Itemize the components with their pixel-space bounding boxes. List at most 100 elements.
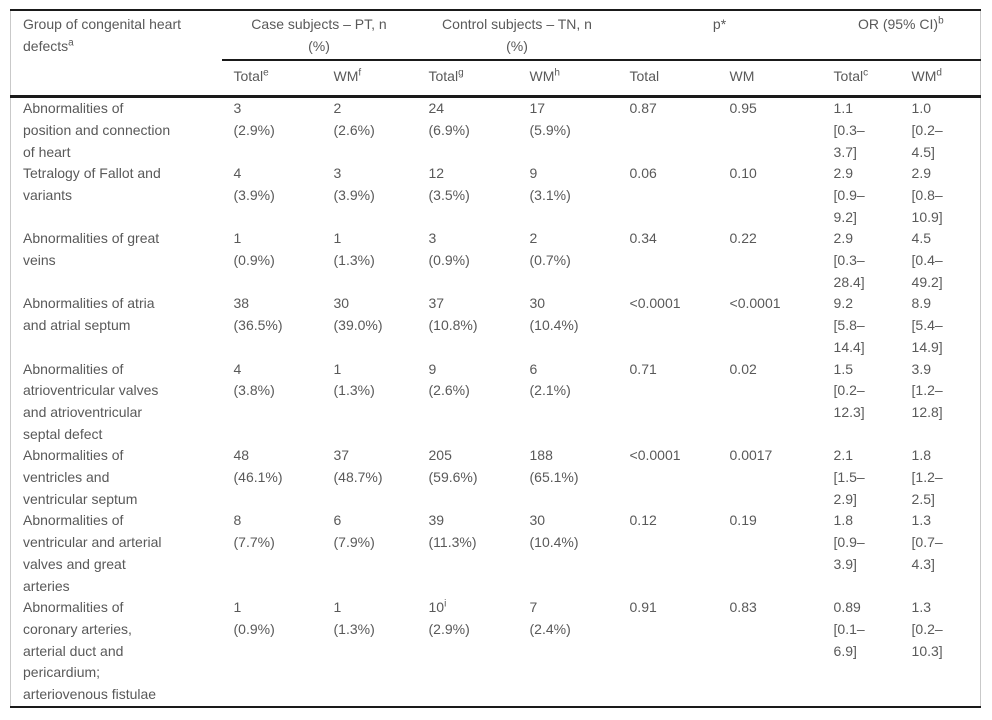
subheader-control-total: Totalg	[416, 60, 518, 99]
header-control-subjects-label: Control subjects – TN, n (%)	[442, 16, 592, 54]
footnote-marker-d: d	[936, 67, 942, 79]
cell-control-total: 9 (2.6%)	[428, 360, 470, 399]
cell-group: Abnormalities of atria and atrial septum	[23, 295, 155, 334]
cell-control-wm: 30 (10.4%)	[529, 512, 579, 551]
cell-or-total: 1.5 [0.2– 12.3]	[833, 360, 865, 420]
footnote-marker-a: a	[68, 37, 74, 49]
cell-group: Abnormalities of coronary arteries, arte…	[23, 599, 157, 703]
cell-p-wm: 0.95	[729, 100, 757, 117]
cell-p-total: 0.87	[629, 100, 657, 117]
cell-p-wm: 0.83	[729, 599, 757, 616]
cell-case-total: 48 (46.1%)	[233, 447, 283, 486]
header-p-value: p*	[617, 10, 822, 62]
footnote-marker-g: g	[458, 67, 464, 79]
cell-case-total: 3 (2.9%)	[233, 100, 275, 138]
cell-or-wm: 1.3 [0.2– 10.3]	[911, 599, 943, 659]
cell-or-total: 2.1 [1.5– 2.9]	[833, 447, 865, 507]
cell-case-total: 1 (0.9%)	[233, 599, 275, 637]
cell-case-wm: 1 (1.3%)	[333, 599, 375, 637]
cell-group: Abnormalities of position and connection…	[23, 100, 171, 160]
table-row: Tetralogy of Fallot and variants 4 (3.9%…	[11, 163, 981, 228]
cell-case-wm: 37 (48.7%)	[333, 447, 383, 486]
cell-p-total: <0.0001	[629, 447, 681, 464]
header-case-subjects: Case subjects – PT, n (%)	[221, 10, 417, 62]
cell-p-wm: 0.02	[729, 360, 757, 377]
footnote-marker-f: f	[358, 67, 362, 79]
cell-p-wm: 0.19	[729, 512, 757, 529]
cell-or-wm: 8.9 [5.4– 14.9]	[911, 295, 943, 355]
cell-control-total: 12 (3.5%)	[428, 165, 470, 203]
cell-control-total: 10i (2.9%)	[428, 598, 470, 637]
cell-control-total: 3 (0.9%)	[428, 230, 470, 269]
cell-case-total: 4 (3.9%)	[233, 165, 275, 203]
header-p-value-label: p*	[712, 16, 727, 32]
cell-control-wm: 188 (65.1%)	[529, 447, 579, 486]
cell-or-wm: 1.8 [1.2– 2.5]	[911, 447, 943, 507]
cell-control-wm: 2 (0.7%)	[529, 230, 571, 269]
table-row: Abnormalities of coronary arteries, arte…	[11, 597, 981, 707]
cell-group: Tetralogy of Fallot and variants	[23, 165, 161, 203]
table-container: Group of congenital heart defectsa Case …	[10, 9, 982, 708]
footnote-marker-e: e	[263, 67, 269, 79]
cell-or-wm: 3.9 [1.2– 12.8]	[911, 360, 943, 420]
header-odds-ratio: OR (95% CI)b	[821, 10, 981, 62]
cell-or-total: 2.9 [0.9– 9.2]	[833, 165, 865, 225]
subheader-p-wm: WM	[717, 60, 822, 99]
cell-control-wm: 9 (3.1%)	[529, 165, 571, 203]
cell-p-wm: <0.0001	[729, 295, 781, 312]
cell-control-wm: 6 (2.1%)	[529, 360, 571, 399]
cell-or-total: 0.89 [0.1– 6.9]	[833, 599, 865, 659]
cell-control-total: 24 (6.9%)	[428, 100, 470, 138]
cell-case-total: 8 (7.7%)	[233, 512, 275, 551]
cell-or-wm: 2.9 [0.8– 10.9]	[911, 165, 943, 225]
cell-case-total: 4 (3.8%)	[233, 360, 275, 399]
cell-or-total: 9.2 [5.8– 14.4]	[833, 295, 865, 355]
cell-p-wm: 0.10	[729, 165, 757, 182]
cell-case-wm: 6 (7.9%)	[333, 512, 375, 551]
cell-p-total: 0.06	[629, 165, 657, 182]
footnote-marker-c: c	[863, 67, 869, 79]
subheader-control-wm: WMh	[517, 60, 618, 99]
cell-p-total: 0.71	[629, 360, 657, 377]
cell-control-total: 205 (59.6%)	[428, 447, 478, 486]
chd-statistics-table: Group of congenital heart defectsa Case …	[10, 9, 982, 708]
subheader-or-wm: WMd	[899, 60, 981, 99]
cell-case-wm: 2 (2.6%)	[333, 100, 375, 138]
header-group-of-defects: Group of congenital heart defectsa	[10, 10, 222, 99]
subheader-p-total: Total	[617, 60, 718, 99]
header-case-subjects-label: Case subjects – PT, n (%)	[251, 16, 387, 54]
cell-case-wm: 3 (3.9%)	[333, 165, 375, 203]
cell-case-total: 1 (0.9%)	[233, 230, 275, 269]
cell-group: Abnormalities of great veins	[23, 230, 160, 269]
cell-or-total: 1.8 [0.9– 3.9]	[833, 512, 865, 572]
sub-header-row: Totale WMf Totalg WMh Total WM Totalc WM…	[11, 60, 981, 99]
cell-case-wm: 1 (1.3%)	[333, 230, 375, 269]
footnote-marker-b: b	[938, 15, 944, 27]
cell-control-total: 39 (11.3%)	[428, 512, 477, 551]
cell-or-total: 1.1 [0.3– 3.7]	[833, 100, 865, 160]
cell-control-total: 37 (10.8%)	[428, 295, 478, 334]
cell-p-total: <0.0001	[629, 295, 681, 312]
cell-case-wm: 1 (1.3%)	[333, 360, 375, 399]
header-group-of-defects-label: Group of congenital heart defects	[23, 16, 181, 54]
cell-group: Abnormalities of atrioventricular valves…	[23, 360, 159, 442]
footnote-marker-i: i	[444, 598, 447, 610]
cell-group: Abnormalities of ventricles and ventricu…	[23, 447, 138, 507]
group-header-row: Group of congenital heart defectsa Case …	[10, 10, 981, 99]
table-row: Abnormalities of ventricular and arteria…	[11, 510, 981, 597]
cell-control-wm: 30 (10.4%)	[529, 295, 579, 334]
cell-p-total: 0.34	[629, 230, 657, 247]
cell-case-total: 38 (36.5%)	[233, 295, 283, 334]
table-row: Abnormalities of atria and atrial septum…	[11, 293, 981, 358]
header-control-subjects: Control subjects – TN, n (%)	[416, 10, 618, 62]
subheader-or-total: Totalc	[821, 60, 900, 99]
cell-p-total: 0.12	[629, 512, 657, 529]
table-row: Abnormalities of atrioventricular valves…	[11, 359, 981, 446]
cell-p-wm: 0.0017	[729, 447, 773, 464]
cell-p-wm: 0.22	[729, 230, 757, 247]
header-odds-ratio-label: OR (95% CI)	[857, 16, 939, 32]
cell-or-wm: 1.3 [0.7– 4.3]	[911, 512, 943, 572]
table-row: Abnormalities of great veins 1 (0.9%) 1 …	[11, 228, 981, 293]
subheader-case-wm: WMf	[321, 60, 417, 99]
table-row: Abnormalities of ventricles and ventricu…	[11, 445, 981, 510]
